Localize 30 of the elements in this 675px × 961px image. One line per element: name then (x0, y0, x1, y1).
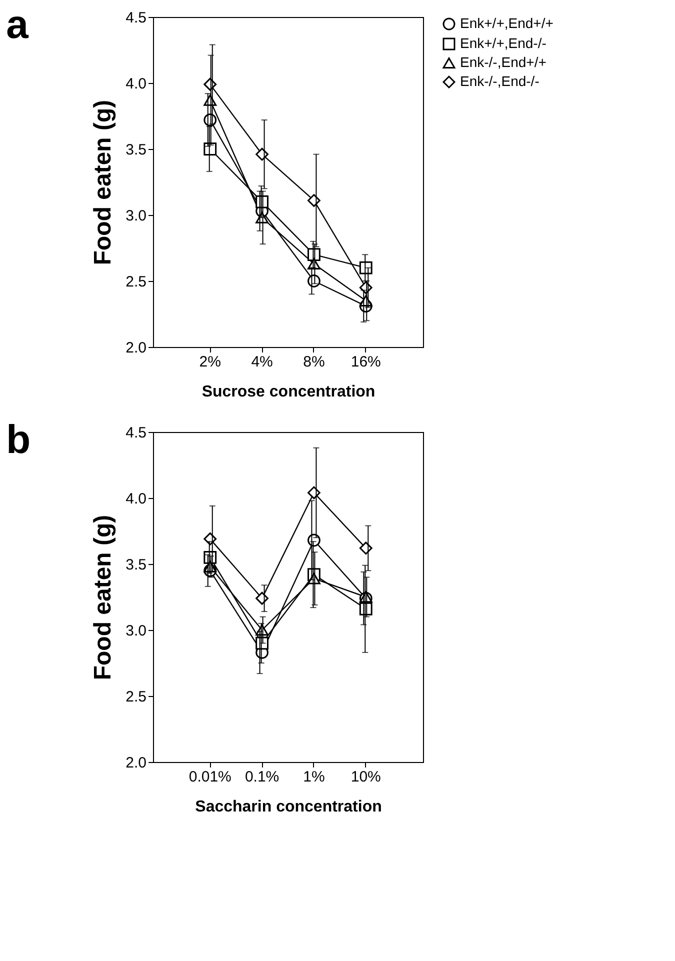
x-axis-title: Sucrose concentration (202, 384, 376, 400)
y-tick-label: 4.5 (126, 424, 146, 442)
y-tick-label: 2.5 (126, 274, 146, 290)
legend-label: Enk+/+,End-/- (460, 35, 547, 51)
x-tick-label: 16% (350, 354, 381, 370)
x-tick-label: 0.01% (188, 768, 232, 786)
x-tick-label: 2% (199, 354, 221, 370)
y-tick-label: 3.0 (126, 208, 146, 224)
y-tick-label: 4.0 (126, 76, 146, 92)
y-tick-label: 2.0 (126, 754, 146, 772)
legend-label: Enk-/-,End+/+ (460, 54, 546, 70)
legend-label: Enk-/-,End-/- (460, 73, 540, 89)
x-tick-label: 4% (251, 354, 273, 370)
y-tick-label: 3.0 (126, 622, 146, 640)
legend-label: Enk+/+,End+/+ (460, 15, 554, 31)
x-tick-label: 0.1% (244, 768, 280, 786)
y-tick-label: 4.5 (126, 10, 146, 26)
y-tick-label: 3.5 (126, 556, 146, 574)
y-tick-label: 2.0 (126, 340, 146, 356)
chart-title: a (6, 3, 30, 47)
y-axis-title: Food eaten (g) (90, 514, 117, 680)
x-tick-label: 8% (303, 354, 325, 370)
x-axis-title: Saccharin concentration (195, 798, 382, 816)
y-axis-title: Food eaten (g) (90, 100, 117, 266)
y-tick-label: 3.5 (126, 142, 146, 158)
y-tick-label: 2.5 (126, 688, 146, 706)
x-tick-label: 10% (350, 768, 381, 786)
x-tick-label: 1% (303, 768, 325, 786)
chart-title: b (6, 418, 31, 462)
y-tick-label: 4.0 (126, 490, 146, 508)
